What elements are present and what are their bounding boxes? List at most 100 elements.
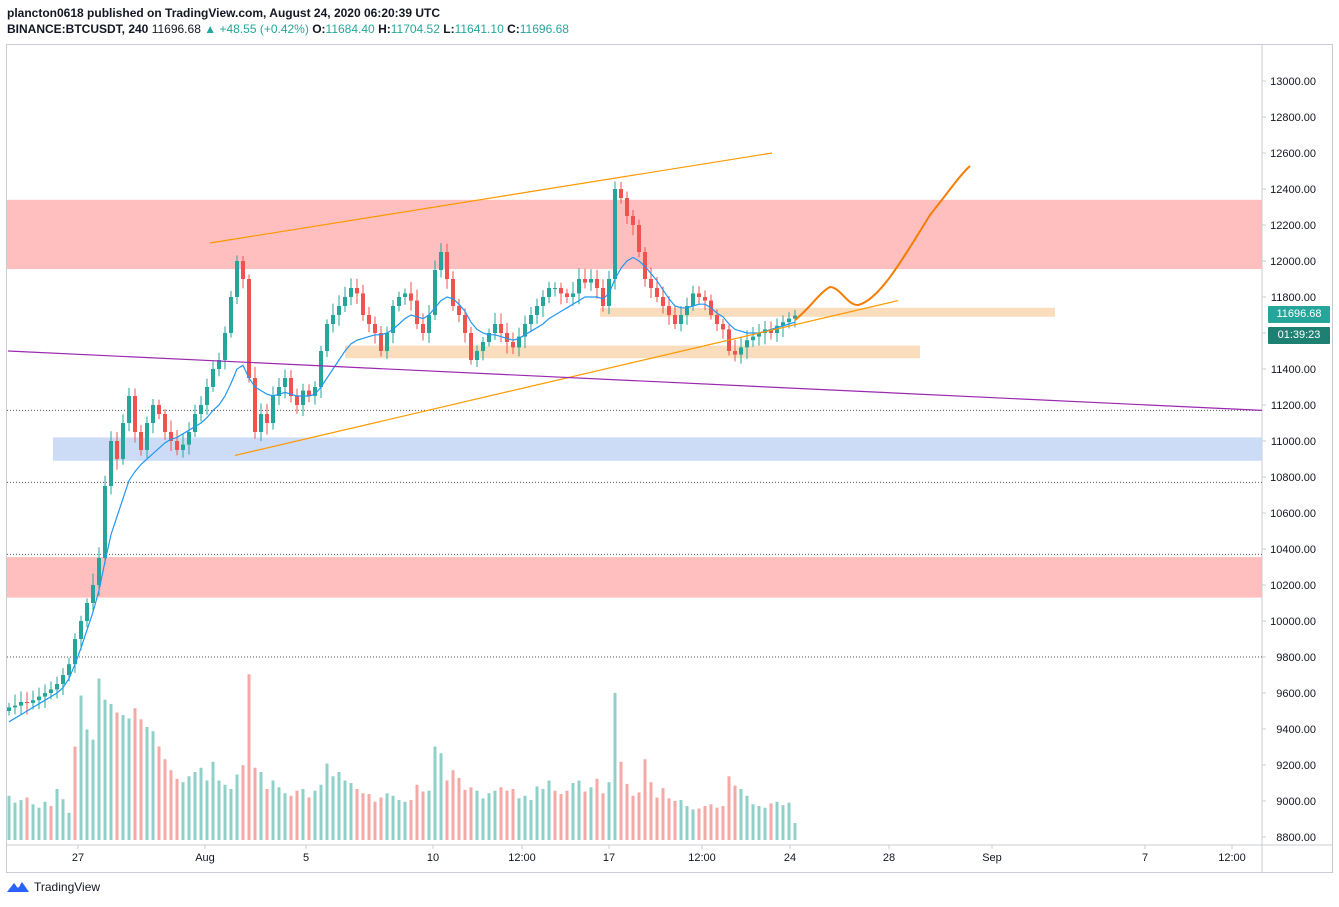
candle-body — [625, 198, 629, 216]
volume-bar — [361, 793, 365, 840]
candle-body — [589, 279, 593, 283]
candle-body — [733, 351, 737, 355]
candle-body — [595, 279, 599, 288]
volume-bar — [697, 808, 701, 840]
candle-body — [247, 279, 251, 378]
candle-body — [415, 300, 419, 324]
candle-body — [7, 707, 11, 711]
candle-body — [265, 414, 269, 423]
candle-body — [49, 689, 53, 693]
volume-bar — [601, 793, 605, 840]
volume-bar — [241, 765, 245, 840]
open-value: 11684.40 — [325, 22, 375, 36]
volume-bar — [193, 772, 197, 840]
volume-bar — [439, 753, 443, 840]
publisher-line: plancton0618 published on TradingView.co… — [7, 6, 440, 20]
x-tick-label: 5 — [303, 852, 309, 864]
candle-body — [391, 306, 395, 333]
candle-body — [541, 297, 545, 306]
candle-body — [277, 387, 281, 396]
volume-bar — [631, 795, 635, 840]
volume-bar — [505, 790, 509, 840]
volume-bar — [97, 678, 101, 840]
volume-bar — [679, 800, 683, 840]
candle-body — [289, 378, 293, 396]
y-tick-label: 12000.00 — [1270, 256, 1316, 268]
volume-bar — [511, 789, 515, 840]
candle-body — [115, 441, 119, 459]
candle-body — [37, 696, 41, 701]
volume-bar — [367, 794, 371, 840]
candle-body — [487, 333, 491, 342]
volume-bar — [115, 712, 119, 840]
candle-body — [481, 342, 485, 351]
candle-body — [355, 288, 359, 294]
volume-bar — [43, 801, 47, 840]
volume-bar — [493, 790, 497, 840]
candle-body — [703, 297, 707, 301]
volume-bar — [769, 803, 773, 840]
volume-bar — [715, 807, 719, 840]
volume-bar — [643, 759, 647, 840]
volume-bar — [703, 806, 707, 840]
volume-bar — [655, 797, 659, 840]
y-tick-label: 10800.00 — [1270, 472, 1316, 484]
candle-body — [523, 324, 527, 337]
y-tick-label: 12600.00 — [1270, 148, 1316, 160]
candle-body — [25, 702, 29, 703]
candle-body — [145, 423, 149, 450]
y-tick-label: 11200.00 — [1271, 400, 1316, 412]
y-tick-label: 9000.00 — [1276, 796, 1316, 808]
trendline-channel-top — [209, 152, 773, 244]
candle-body — [547, 288, 551, 297]
volume-bar — [763, 807, 767, 840]
candle-body — [139, 432, 143, 450]
candle-body — [235, 261, 239, 297]
symbol-info-line: BINANCE:BTCUSDT, 240 11696.68 ▲ +48.55 (… — [7, 22, 569, 36]
candle-body — [421, 324, 425, 333]
moving-average-line — [8, 256, 796, 723]
volume-bar — [667, 798, 671, 840]
volume-bar — [547, 780, 551, 840]
candle-body — [313, 387, 317, 396]
tradingview-logo[interactable]: TradingView — [6, 880, 100, 894]
volume-bar — [535, 786, 539, 840]
volume-bar — [175, 778, 179, 840]
candle-body — [793, 315, 797, 319]
y-tick-label: 12400.00 — [1270, 184, 1316, 196]
candle-body — [613, 189, 617, 279]
candle-body — [19, 702, 23, 706]
volume-bar — [223, 784, 227, 840]
candle-body — [157, 405, 161, 414]
brand-name: TradingView — [34, 880, 101, 894]
symbol-label[interactable]: BINANCE:BTCUSDT, 240 — [7, 22, 149, 36]
volume-bar — [349, 783, 353, 840]
volume-bar — [385, 793, 389, 840]
volume-bar — [391, 795, 395, 840]
candle-body — [463, 315, 467, 333]
volume-bar — [487, 793, 491, 840]
candle-body — [745, 340, 749, 348]
volume-bar — [205, 780, 209, 840]
volume-bar — [475, 790, 479, 840]
candle-body — [307, 390, 311, 396]
candle-body — [739, 347, 743, 355]
volume-bar — [133, 708, 137, 840]
volume-bar — [25, 797, 29, 840]
candle-body — [31, 700, 35, 703]
close-label: C: — [507, 22, 520, 36]
volume-bar — [595, 778, 599, 840]
volume-bar — [517, 798, 521, 840]
volume-bar — [163, 759, 167, 840]
volume-bar — [259, 772, 263, 840]
y-tick-label: 9200.00 — [1276, 760, 1316, 772]
candle-body — [367, 315, 371, 324]
candle-body — [319, 351, 323, 387]
candle-body — [79, 621, 83, 639]
volume-bar — [109, 704, 113, 840]
volume-bar — [313, 790, 317, 840]
volume-bar — [301, 789, 305, 840]
candle-body — [691, 293, 695, 306]
volume-bar — [355, 789, 359, 840]
